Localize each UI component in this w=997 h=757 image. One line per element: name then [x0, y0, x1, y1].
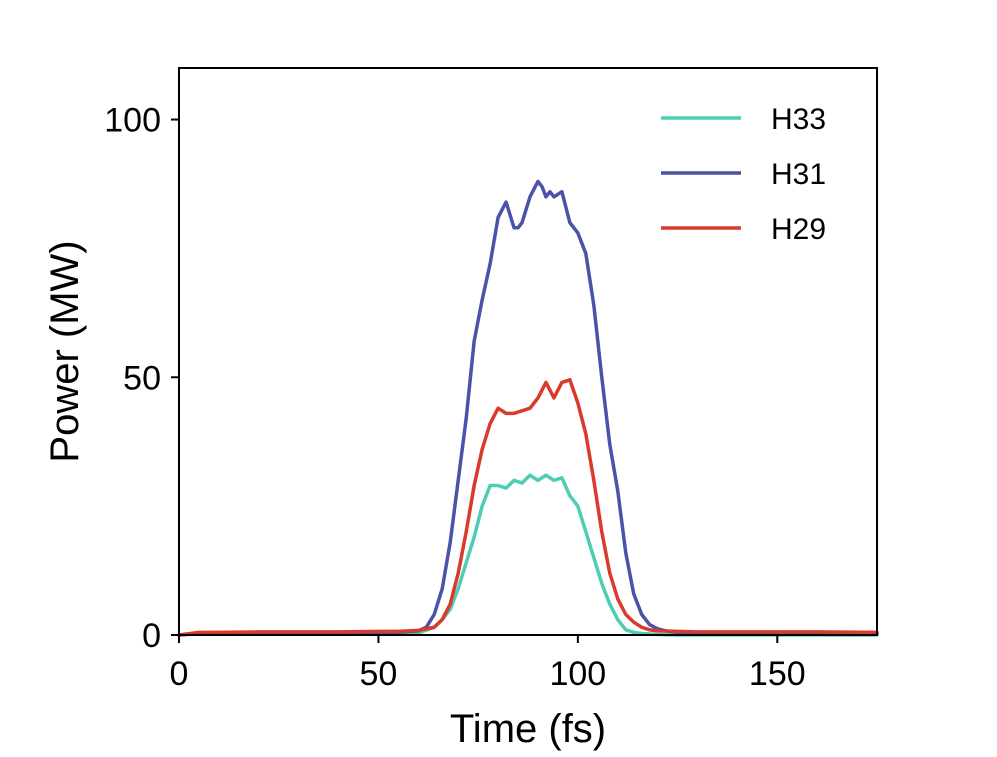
legend: H33 H31 H29	[661, 103, 826, 246]
legend-label-h31: H31	[771, 158, 826, 191]
x-tick-label: 50	[360, 655, 398, 693]
series-line-h29	[177, 378, 879, 637]
x-axis-title: Time (fs)	[450, 707, 606, 751]
plot-frame	[178, 67, 878, 636]
x-tick-label: 100	[549, 655, 606, 693]
series-layer	[177, 179, 879, 637]
y-axis-title: Power (MW)	[43, 240, 87, 462]
legend-label-h33: H33	[771, 103, 826, 136]
y-tick-label: 0	[142, 617, 161, 655]
y-tick-label: 50	[123, 359, 161, 397]
y-tick-label: 100	[104, 102, 161, 140]
y-ticks: 0 50 100	[104, 102, 179, 655]
legend-label-h29: H29	[771, 213, 826, 246]
x-ticks: 0 50 100 150	[170, 635, 806, 693]
x-tick-label: 150	[749, 655, 806, 693]
x-tick-label: 0	[170, 655, 189, 693]
